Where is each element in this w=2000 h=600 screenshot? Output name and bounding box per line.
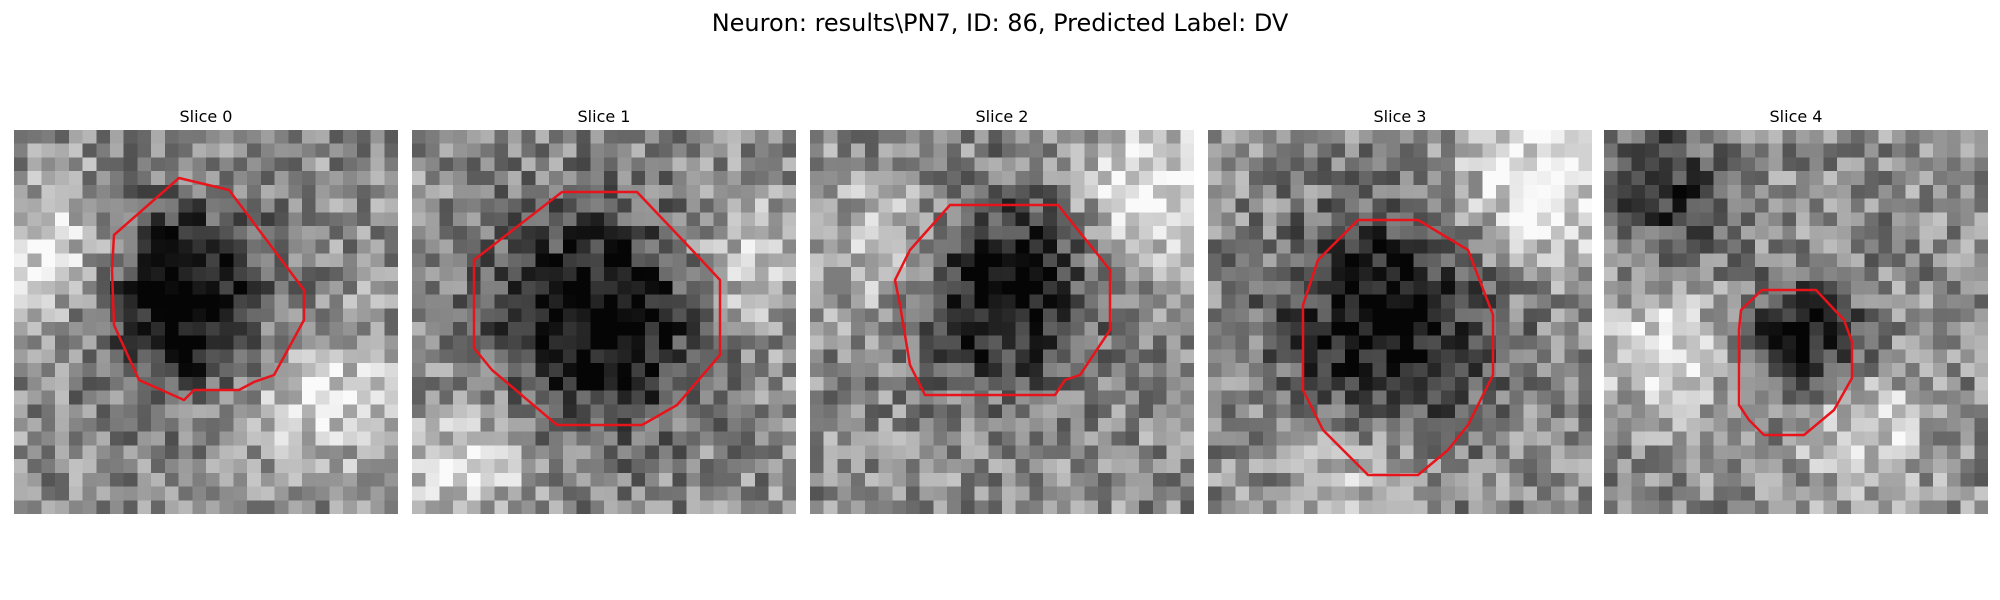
- slice-image-2: [810, 130, 1194, 514]
- slice-panel-2: Slice 2: [810, 106, 1194, 514]
- slice-title-4: Slice 4: [1769, 107, 1823, 126]
- neuron-contour: [110, 176, 306, 402]
- slice-image-3: [1208, 130, 1592, 514]
- slice-title-0: Slice 0: [179, 107, 233, 126]
- neuron-contour: [1301, 218, 1495, 477]
- slice-image-1: [412, 130, 796, 514]
- slice-image-svg: [14, 130, 398, 514]
- slice-title-2: Slice 2: [975, 107, 1029, 126]
- slice-panel-1: Slice 1: [412, 106, 796, 514]
- slice-image-svg: [810, 130, 1194, 514]
- slice-panel-4: Slice 4: [1604, 106, 1988, 514]
- neuron-contour: [893, 203, 1112, 397]
- neuron-contour: [472, 190, 722, 427]
- slice-image-4: [1604, 130, 1988, 514]
- slice-image-svg: [412, 130, 796, 514]
- figure-title: Neuron: results\PN7, ID: 86, Predicted L…: [711, 9, 1289, 37]
- slice-image-svg: [1604, 130, 1988, 514]
- slice-panel-3: Slice 3: [1208, 106, 1592, 514]
- slice-image-0: [14, 130, 398, 514]
- neuron-contour: [1737, 288, 1854, 437]
- slice-image-svg: [1208, 130, 1592, 514]
- slice-title-3: Slice 3: [1373, 107, 1427, 126]
- slice-title-1: Slice 1: [577, 107, 631, 126]
- slice-panel-0: Slice 0: [14, 106, 398, 514]
